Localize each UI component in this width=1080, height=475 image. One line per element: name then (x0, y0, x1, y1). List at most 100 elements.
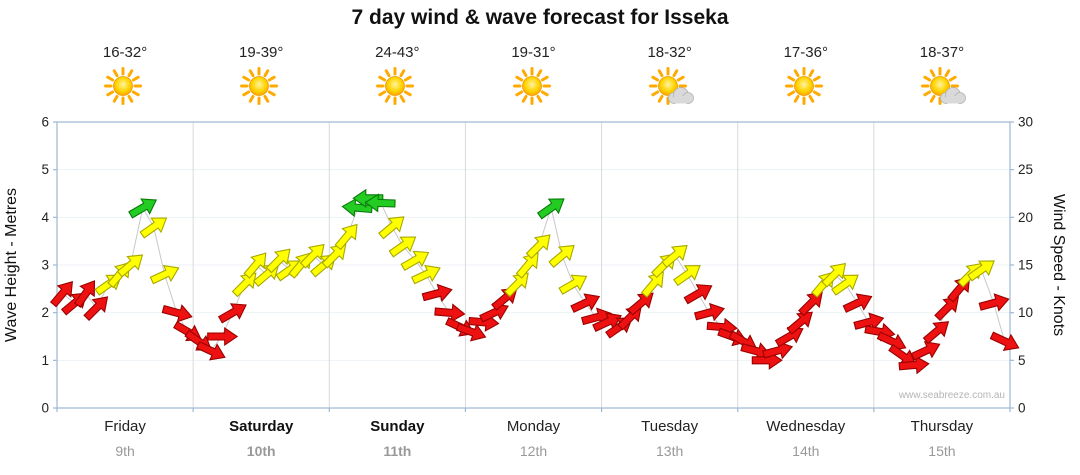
sunny-icon (101, 66, 149, 114)
wind-arrow (570, 293, 601, 313)
partly-cloudy-icon (918, 66, 966, 114)
day-name-label: Sunday (370, 418, 425, 435)
wind-arrow (455, 322, 487, 342)
wind-arrow (661, 244, 688, 268)
left-axis-tick-label: 4 (41, 210, 49, 225)
right-axis-tick-label: 15 (1018, 258, 1033, 273)
left-axis-tick-label: 6 (41, 115, 49, 130)
page-title: 7 day wind & wave forecast for Isseka (351, 6, 729, 29)
wind-arrow (421, 283, 453, 303)
day-name-label: Saturday (229, 418, 294, 435)
wind-arrow (842, 293, 873, 313)
partly-cloudy-icon (646, 66, 694, 114)
wind-arrow (536, 198, 565, 220)
wind-arrow (195, 340, 226, 361)
wind-arrow (934, 296, 960, 322)
day-date-label: 15th (928, 443, 956, 459)
wind-arrow (265, 248, 291, 274)
day-date-label: 14th (792, 443, 820, 459)
wind-arrow (299, 243, 325, 269)
wind-arrow (640, 271, 664, 298)
temp-range-label: 16-32° (102, 44, 148, 61)
wind-arrow (207, 326, 239, 347)
wind-arrow (504, 272, 529, 298)
sunny-icon (510, 66, 558, 114)
wind-arrow (364, 193, 396, 213)
wind-arrow (116, 254, 144, 278)
wind-arrow (627, 292, 654, 316)
day-name-label: Wednesday (766, 418, 846, 435)
wind-arrow (853, 312, 885, 331)
wind-arrow (515, 252, 539, 279)
wind-arrow (378, 216, 405, 240)
left-axis-tick-label: 2 (41, 305, 49, 320)
temp-range-label: 19-39° (239, 44, 284, 61)
sunny-icon (373, 66, 421, 114)
right-axis-title: Wind Speed - Knots (1050, 193, 1067, 337)
wind-arrow (683, 284, 713, 305)
wind-arrow (558, 274, 588, 295)
left-axis-tick-label: 1 (41, 353, 49, 368)
day-name-label: Friday (104, 418, 146, 435)
wind-arrow (831, 274, 859, 296)
day-date-label: 10th (246, 443, 276, 459)
left-axis-tick-label: 0 (41, 401, 49, 416)
right-axis-tick-label: 30 (1018, 115, 1033, 130)
temp-range-label: 17-36° (783, 44, 828, 61)
sunny-icon (782, 66, 830, 114)
wind-arrow (978, 293, 1010, 312)
day-date-label: 12th (519, 443, 548, 459)
wind-arrow (73, 280, 96, 308)
day-name-label: Tuesday (641, 418, 699, 435)
wind-arrow (786, 311, 813, 335)
wind-arrow (83, 296, 109, 322)
wind-arrow (525, 234, 551, 260)
day-name-label: Monday (506, 418, 561, 435)
wind-arrow (49, 280, 73, 308)
cloud-icon (667, 87, 694, 104)
temp-range-label: 18-37° (919, 44, 965, 61)
right-axis-tick-label: 0 (1018, 401, 1026, 416)
right-axis-tick-label: 20 (1018, 210, 1033, 225)
right-axis-tick-label: 25 (1018, 162, 1033, 177)
wind-arrow (139, 217, 168, 239)
wind-arrow (922, 321, 950, 345)
wind-arrow (434, 303, 466, 323)
day-date-label: 9th (115, 443, 135, 459)
wind-arrow (967, 260, 995, 282)
wind-arrow (388, 236, 417, 258)
wind-arrow (821, 262, 847, 288)
wind-arrow (149, 264, 180, 285)
day-date-label: 11th (383, 443, 412, 459)
cloud-icon (940, 87, 966, 104)
left-axis-title: Wave Height - Metres (3, 187, 20, 343)
temp-range-label: 19-31° (511, 44, 556, 61)
wind-arrow (128, 198, 158, 219)
watermark: www.seabreeze.com.au (898, 390, 1005, 401)
left-axis-tick-label: 5 (41, 162, 49, 177)
wind-arrow (910, 341, 941, 361)
day-date-label: 13th (656, 443, 684, 459)
wind-arrow (693, 302, 726, 322)
wind-arrow (161, 304, 193, 323)
wind-arrow (217, 303, 247, 324)
temp-range-label: 24-43° (375, 44, 420, 61)
wind-arrow (334, 223, 358, 251)
temp-range-label: 18-32° (647, 44, 692, 61)
left-axis-tick-label: 3 (41, 258, 49, 273)
wind-arrow (898, 355, 930, 375)
wind-arrow (411, 264, 441, 285)
right-axis-tick-label: 10 (1018, 305, 1033, 320)
wind-arrow (673, 265, 701, 287)
wind-arrow (989, 331, 1020, 351)
sunny-icon (237, 66, 285, 114)
right-axis-tick-label: 5 (1018, 353, 1026, 368)
wind-arrow (243, 252, 267, 279)
wind-arrow (321, 243, 347, 269)
wind-arrow (548, 244, 575, 268)
wind-arrow (400, 250, 430, 271)
day-name-label: Thursday (910, 418, 974, 435)
wind-arrow (798, 291, 823, 317)
